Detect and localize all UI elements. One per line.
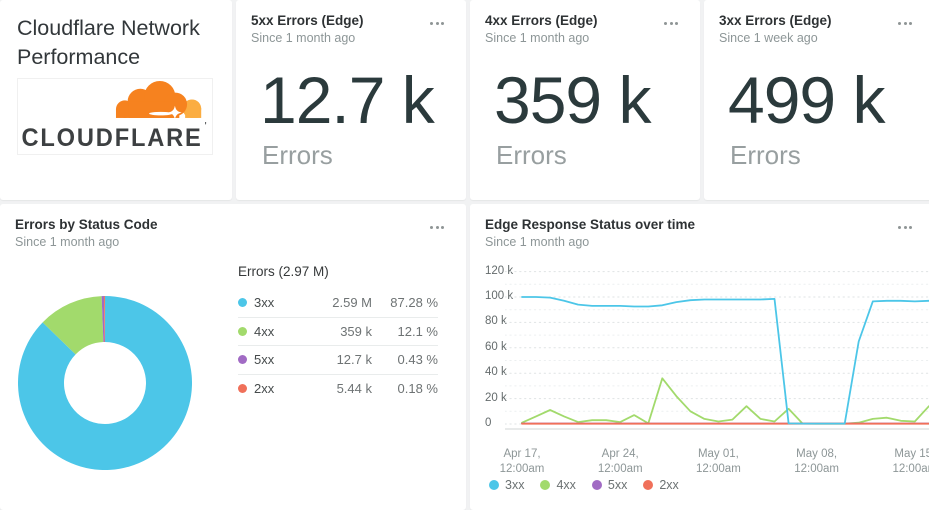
x-tick-label: Apr 17, 12:00am: [499, 448, 545, 475]
card-menu-icon[interactable]: [430, 226, 444, 229]
legend-item-2xx[interactable]: 2xx: [643, 478, 679, 492]
legend-label: 3xx: [505, 478, 525, 492]
stat-value: 359 k: [494, 63, 651, 137]
cloud-shape: [115, 80, 202, 120]
stat-card-4xx-errors: 4xx Errors (Edge) Since 1 month ago 359 …: [470, 0, 700, 200]
card-subtitle: Since 1 month ago: [15, 235, 120, 249]
card-menu-icon[interactable]: [430, 22, 444, 25]
cloudflare-logo-image: CLOUDFLARE ': [21, 80, 207, 152]
row-label: 2xx: [254, 380, 275, 396]
sparkle-streak: [149, 111, 173, 116]
stat-unit: Errors: [262, 140, 333, 170]
row-value: 2.59 M: [332, 294, 372, 310]
y-tick-label: 40 k: [485, 366, 507, 379]
table-row[interactable]: 2xx 5.44 k 0.18 %: [238, 373, 438, 403]
sparkle-star: [168, 105, 182, 120]
card-subtitle: Since 1 week ago: [719, 31, 818, 45]
donut-chart[interactable]: [17, 295, 193, 471]
errors-breakdown-table: Errors (2.97 M) 3xx 2.59 M 87.28 % 4xx 3…: [238, 264, 438, 402]
table-header: Errors (2.97 M): [238, 264, 329, 279]
table-row[interactable]: 3xx 2.59 M 87.28 %: [238, 288, 438, 317]
row-percent: 0.43 %: [397, 352, 438, 368]
table-row[interactable]: 5xx 12.7 k 0.43 %: [238, 345, 438, 374]
stat-unit: Errors: [496, 140, 567, 170]
x-tick-label: May 15, 12:00am: [892, 448, 929, 475]
stat-value: 499 k: [728, 63, 885, 137]
card-subtitle: Since 1 month ago: [251, 31, 356, 45]
series-line-3xx[interactable]: [521, 296, 929, 425]
series-line-4xx[interactable]: [521, 377, 929, 425]
series-color-dot: [238, 383, 247, 393]
logo-wordmark: CLOUDFLARE: [21, 124, 202, 152]
card-title: 5xx Errors (Edge): [251, 13, 364, 28]
series-color-dot: [238, 326, 247, 336]
row-value: 359 k: [340, 323, 372, 339]
chart-legend: 3xx 4xx 5xx 2xx: [489, 478, 679, 492]
cloudflare-logo: CLOUDFLARE ': [17, 78, 213, 155]
stat-value: 12.7 k: [260, 63, 435, 137]
legend-item-5xx[interactable]: 5xx: [591, 478, 628, 492]
legend-color-dot: [591, 480, 602, 490]
card-title: Errors by Status Code: [15, 217, 158, 232]
legend-item-3xx[interactable]: 3xx: [489, 478, 524, 492]
row-percent: 12.1 %: [397, 323, 438, 339]
row-percent: 87.28 %: [390, 294, 438, 310]
x-tick-label: May 08, 12:00am: [794, 448, 839, 475]
card-menu-icon[interactable]: [898, 22, 912, 25]
donut-slice-2xx[interactable]: [103, 296, 105, 342]
card-subtitle: Since 1 month ago: [485, 31, 590, 45]
stat-card-3xx-errors: 3xx Errors (Edge) Since 1 week ago 499 k…: [704, 0, 929, 200]
legend-label: 2xx: [659, 478, 679, 492]
card-menu-icon[interactable]: [664, 22, 678, 25]
logo-trademark: ': [205, 121, 207, 133]
row-value: 12.7 k: [336, 352, 372, 368]
row-value: 5.44 k: [336, 380, 372, 396]
y-tick-label: 20 k: [485, 391, 507, 404]
legend-color-dot: [540, 480, 551, 490]
y-tick-label: 80 k: [485, 315, 507, 328]
row-label: 4xx: [254, 323, 275, 339]
y-tick-label: 100 k: [485, 290, 514, 302]
y-tick-label: 120 k: [485, 264, 514, 277]
row-label: 3xx: [254, 294, 275, 310]
legend-label: 5xx: [607, 478, 628, 492]
y-tick-label: 0: [485, 417, 492, 429]
row-percent: 0.18 %: [397, 380, 438, 396]
legend-item-4xx[interactable]: 4xx: [540, 478, 576, 492]
stat-card-5xx-errors: 5xx Errors (Edge) Since 1 month ago 12.7…: [236, 0, 466, 200]
errors-by-status-code-card: Errors by Status Code Since 1 month ago …: [0, 204, 466, 510]
legend-label: 4xx: [556, 478, 576, 492]
series-color-dot: [238, 355, 247, 365]
card-title: 3xx Errors (Edge): [719, 13, 832, 28]
edge-response-status-card: Edge Response Status over time Since 1 m…: [470, 204, 929, 510]
series-color-dot: [238, 297, 247, 307]
x-tick-label: May 01, 12:00am: [696, 448, 741, 475]
dashboard-title-card: Cloudflare Network Performance: [0, 0, 232, 200]
page-title: Cloudflare Network Performance: [17, 16, 200, 69]
donut-slice-5xx[interactable]: [101, 296, 105, 343]
stat-unit: Errors: [730, 140, 801, 170]
donut-slice-4xx[interactable]: [42, 296, 104, 355]
card-subtitle: Since 1 month ago: [485, 235, 590, 249]
legend-color-dot: [489, 480, 499, 490]
table-row[interactable]: 4xx 359 k 12.1 %: [238, 316, 438, 346]
row-label: 5xx: [254, 352, 275, 368]
legend-color-dot: [643, 480, 654, 490]
line-chart-plot[interactable]: [505, 265, 929, 440]
donut-slice-3xx[interactable]: [18, 296, 193, 470]
card-title: Edge Response Status over time: [485, 217, 696, 232]
card-title: 4xx Errors (Edge): [485, 13, 598, 28]
card-menu-icon[interactable]: [898, 226, 912, 229]
x-tick-label: Apr 24, 12:00am: [597, 448, 643, 475]
y-tick-label: 60 k: [485, 340, 507, 353]
